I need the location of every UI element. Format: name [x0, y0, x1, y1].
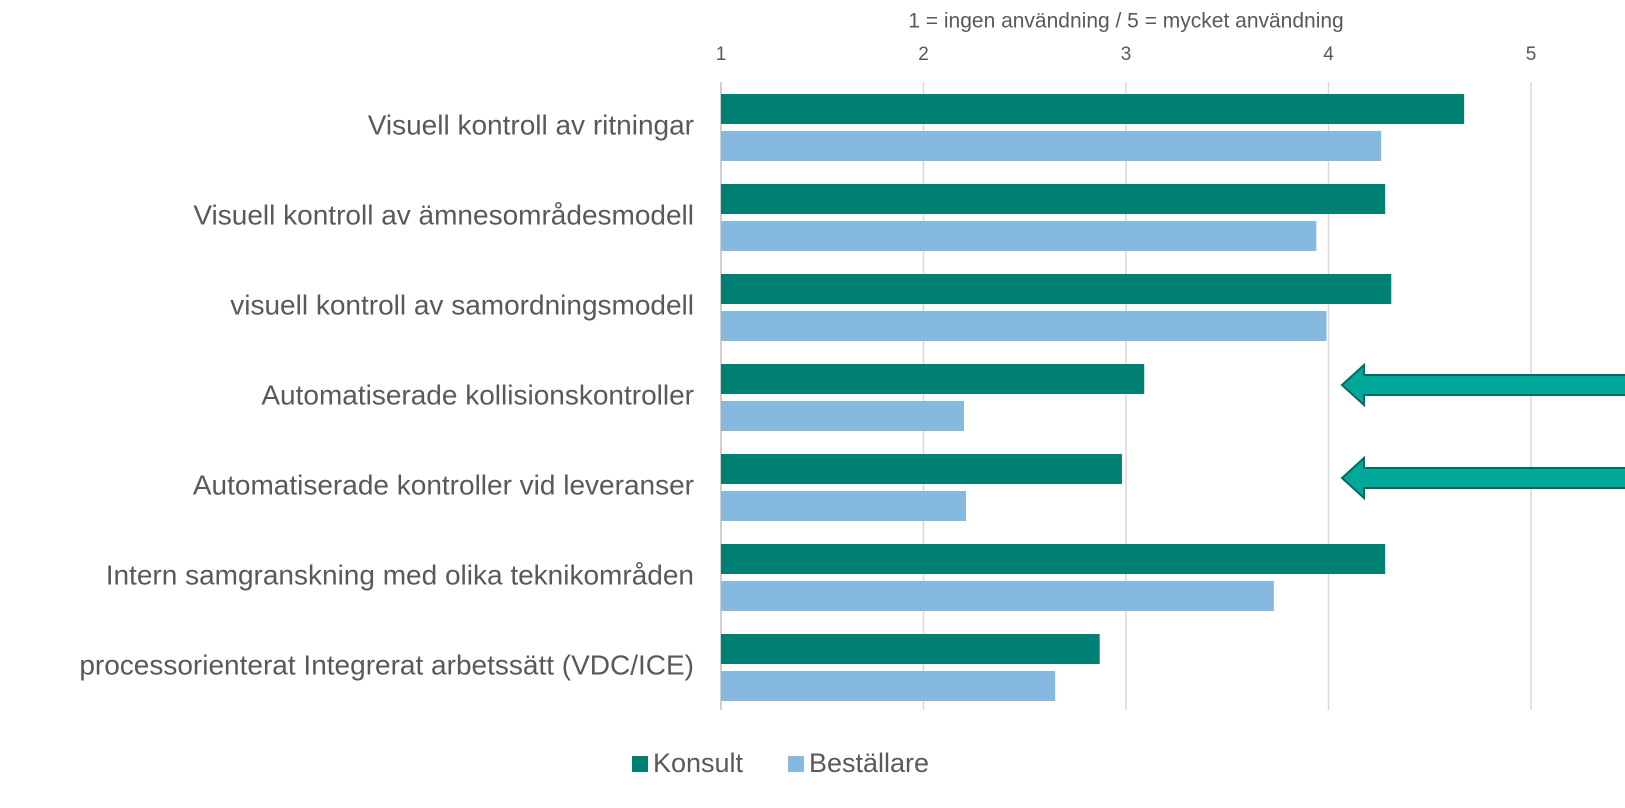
y-tick-label: Visuell kontroll av ritningar — [368, 109, 694, 140]
x-tick-label: 3 — [1121, 44, 1132, 65]
y-tick-label: processorienterat Integrerat arbetssätt … — [79, 649, 694, 680]
bar — [721, 401, 964, 431]
bar — [721, 274, 1392, 304]
axis-label: 1 = ingen användning / 5 = mycket använd… — [908, 10, 1343, 33]
bar — [721, 221, 1317, 251]
bar — [721, 131, 1382, 161]
bar — [721, 491, 967, 521]
bar — [721, 311, 1327, 341]
bar — [721, 671, 1056, 701]
legend-swatch — [632, 756, 648, 772]
bar — [721, 94, 1465, 124]
arrow — [1340, 362, 1625, 408]
x-tick-label: 1 — [716, 44, 727, 65]
x-tick-label: 4 — [1323, 44, 1334, 65]
legend-label: Beställare — [809, 748, 929, 778]
x-tick-label: 5 — [1526, 44, 1537, 65]
bar — [721, 581, 1274, 611]
y-tick-label: Automatiserade kollisionskontroller — [261, 379, 694, 410]
bar — [721, 454, 1122, 484]
bar — [721, 364, 1145, 394]
y-tick-label: Visuell kontroll av ämnesområdesmodell — [193, 199, 694, 230]
y-tick-label: visuell kontroll av samordningsmodell — [230, 289, 694, 320]
arrow — [1340, 455, 1625, 501]
bar — [721, 634, 1100, 664]
bar — [721, 184, 1386, 214]
legend-label: Konsult — [653, 748, 744, 778]
y-tick-label: Intern samgranskning med olika teknikomr… — [106, 559, 694, 590]
x-tick-label: 2 — [918, 44, 929, 65]
y-tick-label: Automatiserade kontroller vid leveranser — [193, 469, 694, 500]
bar — [721, 544, 1386, 574]
annotation-arrows — [1340, 362, 1625, 501]
legend-swatch — [788, 756, 804, 772]
